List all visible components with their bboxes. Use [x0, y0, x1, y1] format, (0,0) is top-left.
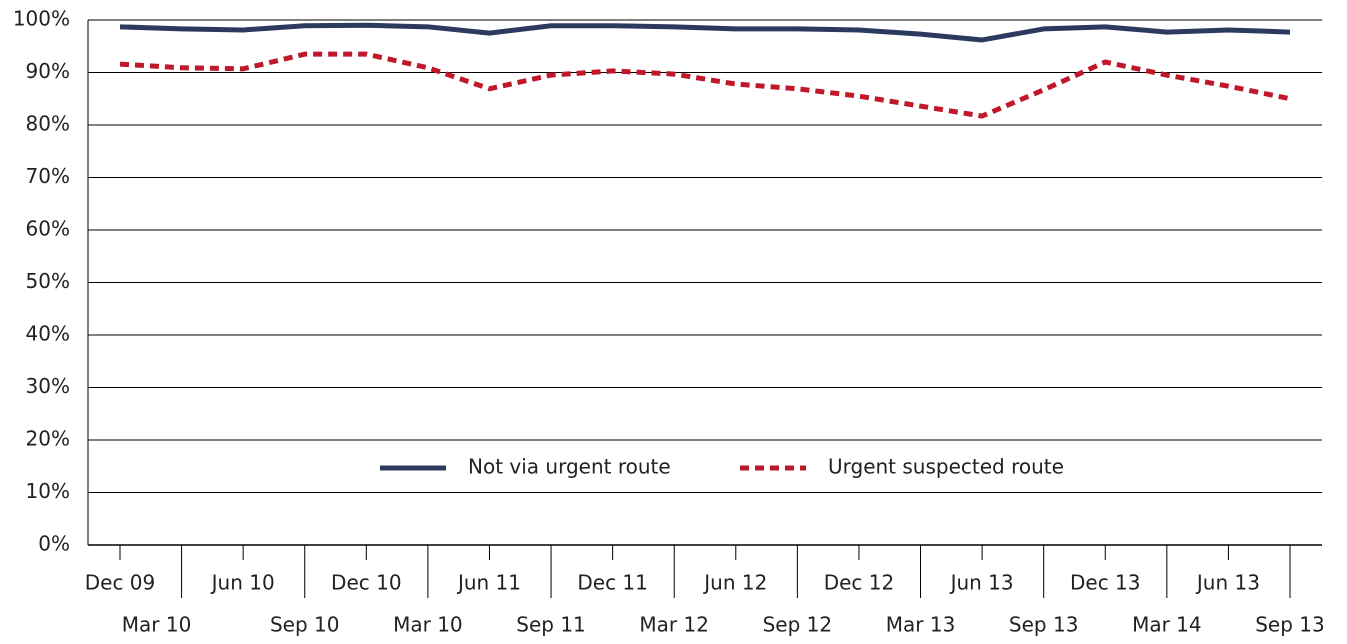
- y-tick-label: 100%: [13, 7, 70, 31]
- x-tick-label: Sep 12: [763, 613, 833, 637]
- x-tick-label: Jun 13: [949, 571, 1014, 595]
- x-tick-label: Mar 14: [1132, 613, 1202, 637]
- y-tick-label: 60%: [26, 217, 70, 241]
- x-tick-label: Jun 11: [456, 571, 521, 595]
- y-tick-label: 90%: [26, 59, 70, 83]
- x-tick-label: Sep 13: [1009, 613, 1079, 637]
- x-tick-label: Sep 13: [1255, 613, 1325, 637]
- y-tick-label: 20%: [26, 427, 70, 451]
- series-line: [119, 51, 1291, 119]
- x-tick-label: Mar 10: [122, 613, 192, 637]
- x-tick-label: Dec 12: [824, 571, 895, 595]
- x-tick-label: Dec 10: [331, 571, 402, 595]
- x-tick-label: Jun 12: [702, 571, 767, 595]
- x-tick-label: Dec 09: [85, 571, 156, 595]
- x-tick-label: Jun 13: [1195, 571, 1260, 595]
- x-tick-label: Mar 10: [393, 613, 463, 637]
- legend-label: Not via urgent route: [468, 455, 671, 479]
- x-tick-label: Mar 12: [639, 613, 709, 637]
- y-tick-label: 50%: [26, 269, 70, 293]
- legend-label: Urgent suspected route: [828, 455, 1064, 479]
- x-tick-label: Sep 10: [270, 613, 340, 637]
- y-tick-label: 70%: [26, 164, 70, 188]
- series-line: [119, 22, 1291, 43]
- x-tick-label: Dec 13: [1070, 571, 1141, 595]
- x-tick-label: Jun 10: [210, 571, 275, 595]
- y-tick-label: 80%: [26, 112, 70, 136]
- y-tick-label: 10%: [26, 479, 70, 503]
- x-tick-label: Sep 11: [516, 613, 586, 637]
- y-tick-label: 40%: [26, 322, 70, 346]
- y-tick-label: 0%: [38, 532, 70, 556]
- x-tick-label: Mar 13: [886, 613, 956, 637]
- x-tick-label: Dec 11: [577, 571, 648, 595]
- y-tick-label: 30%: [26, 374, 70, 398]
